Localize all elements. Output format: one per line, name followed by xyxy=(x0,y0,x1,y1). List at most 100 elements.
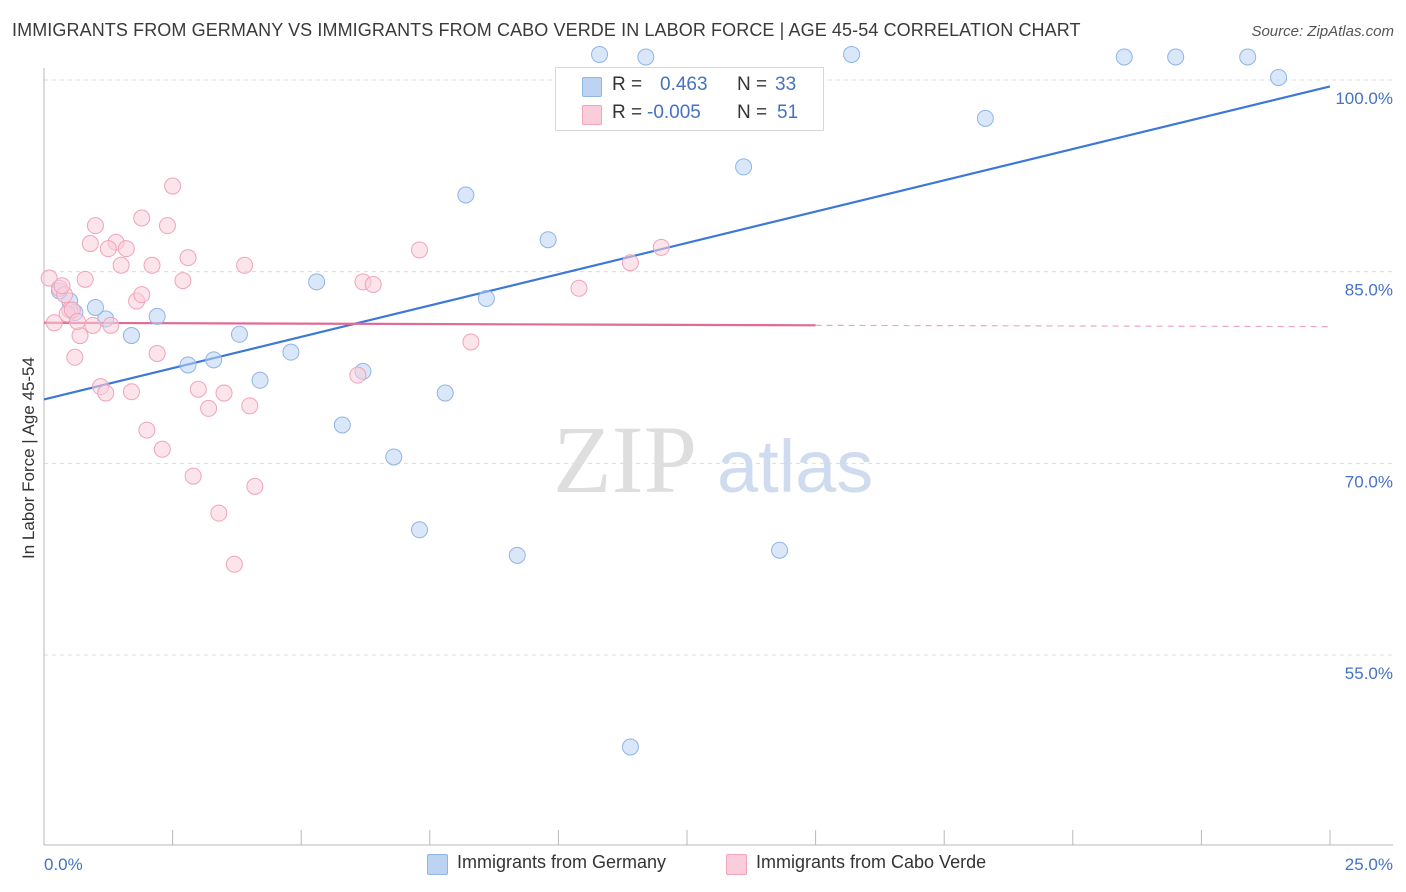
y-axis-label: In Labor Force | Age 45-54 xyxy=(19,357,38,559)
cabo-verde-trend-extension xyxy=(815,324,1331,328)
germany-point xyxy=(1270,68,1288,86)
germany-point xyxy=(457,186,475,204)
cabo-verde-n-value: 51 xyxy=(777,102,799,123)
y-tick-label: 100.0% xyxy=(1335,89,1393,108)
germany-point xyxy=(122,327,140,345)
cabo-verde-point xyxy=(102,316,120,334)
germany-legend-swatch xyxy=(427,854,448,875)
grid-lines xyxy=(44,79,1395,656)
germany-point xyxy=(148,307,166,325)
cabo-verde-point xyxy=(117,240,135,258)
x-tick-label: 0.0% xyxy=(44,855,83,874)
cabo-verde-point xyxy=(99,240,117,258)
cabo-verde-point xyxy=(66,348,84,366)
r-label: R = xyxy=(612,74,643,95)
cabo-verde-point xyxy=(158,217,176,235)
trend-lines xyxy=(43,85,1331,401)
germany-point xyxy=(385,448,403,466)
y-tick-label: 70.0% xyxy=(1345,472,1393,491)
germany-point xyxy=(735,158,753,176)
y-tick-label: 55.0% xyxy=(1345,664,1393,683)
source-credit: Source: ZipAtlas.com xyxy=(1251,23,1394,40)
cabo-verde-trend-line xyxy=(43,321,816,327)
cabo-verde-point xyxy=(86,217,104,235)
germany-point xyxy=(282,343,300,361)
germany-point xyxy=(621,738,639,756)
germany-point xyxy=(230,325,248,343)
cabo-verde-point xyxy=(133,209,151,227)
data-points xyxy=(40,45,1288,756)
cabo-verde-point xyxy=(71,327,89,345)
cabo-verde-point xyxy=(652,238,670,256)
cabo-verde-point xyxy=(97,384,115,402)
cabo-verde-point xyxy=(148,344,166,362)
chart-title: IMMIGRANTS FROM GERMANY VS IMMIGRANTS FR… xyxy=(12,20,1081,40)
cabo-verde-point xyxy=(45,314,63,332)
axes xyxy=(43,68,1393,846)
cabo-verde-point xyxy=(68,313,86,330)
cabo-verde-point xyxy=(241,397,259,415)
germany-point xyxy=(251,371,269,389)
cabo-verde-legend-swatch xyxy=(726,854,747,875)
cabo-verde-point xyxy=(76,270,94,288)
n-label: N = xyxy=(737,74,768,95)
cabo-verde-point xyxy=(411,241,429,259)
tick-labels: 55.0% 70.0% 85.0% 100.0% 0.0% 25.0% xyxy=(44,89,1393,874)
cabo-verde-point xyxy=(179,249,197,267)
y-tick-label: 85.0% xyxy=(1345,281,1393,300)
germany-point xyxy=(333,416,351,434)
germany-point xyxy=(976,109,994,127)
germany-point xyxy=(591,45,609,63)
cabo-verde-point xyxy=(81,235,99,253)
germany-point xyxy=(86,298,104,316)
cabo-verde-point xyxy=(174,272,192,290)
cabo-verde-point xyxy=(236,256,254,274)
germany-point xyxy=(205,351,223,369)
cabo-verde-point xyxy=(143,256,161,274)
germany-trend-line xyxy=(43,85,1331,401)
cabo-verde-point xyxy=(364,275,382,293)
germany-n-value: 33 xyxy=(775,74,797,95)
cabo-verde-point xyxy=(112,256,130,274)
n-label: N = xyxy=(737,102,768,123)
germany-point xyxy=(539,231,557,249)
cabo-verde-point xyxy=(570,279,588,297)
germany-r-value: 0.463 xyxy=(660,74,708,95)
cabo-verde-point xyxy=(189,380,207,398)
cabo-verde-point xyxy=(84,316,102,334)
cabo-verde-point xyxy=(164,177,182,195)
germany-point xyxy=(1167,48,1185,66)
germany-point xyxy=(1115,48,1133,66)
watermark-zip: ZIP xyxy=(553,406,697,513)
r-label: R = xyxy=(612,102,643,123)
cabo-verde-point xyxy=(153,440,171,458)
cabo-verde-point xyxy=(462,333,480,351)
germany-point xyxy=(436,384,454,402)
cabo-verde-point xyxy=(122,383,140,401)
cabo-verde-point xyxy=(210,504,228,522)
watermark: ZIP atlas xyxy=(553,406,873,513)
germany-point xyxy=(1239,48,1257,66)
x-tick-label: 25.0% xyxy=(1345,855,1393,874)
germany-swatch xyxy=(582,77,602,97)
cabo-verde-point xyxy=(200,399,218,417)
cabo-verde-point xyxy=(53,277,71,295)
germany-point xyxy=(477,290,495,307)
cabo-verde-swatch xyxy=(582,105,602,125)
germany-point xyxy=(411,521,429,539)
germany-point xyxy=(308,273,326,291)
cabo-verde-point xyxy=(184,467,202,485)
cabo-verde-legend-label: Immigrants from Cabo Verde xyxy=(756,852,987,872)
watermark-atlas: atlas xyxy=(717,425,873,508)
germany-point xyxy=(843,45,861,63)
cabo-verde-point xyxy=(133,286,151,304)
cabo-verde-point xyxy=(40,269,58,287)
correlation-legend: R = 0.463 N = 33 R = -0.005 N = 51 xyxy=(555,67,824,131)
cabo-verde-point xyxy=(215,384,233,402)
cabo-verde-point xyxy=(246,477,264,495)
germany-point xyxy=(771,541,789,559)
legend-row-germany: R = 0.463 N = 33 xyxy=(556,72,823,100)
cabo-verde-point xyxy=(621,254,639,272)
germany-point xyxy=(179,356,197,374)
